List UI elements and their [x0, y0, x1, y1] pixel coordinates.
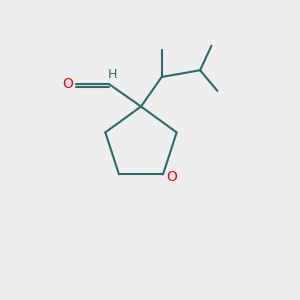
Text: O: O — [62, 77, 73, 91]
Text: H: H — [107, 68, 117, 81]
Text: O: O — [166, 170, 177, 184]
